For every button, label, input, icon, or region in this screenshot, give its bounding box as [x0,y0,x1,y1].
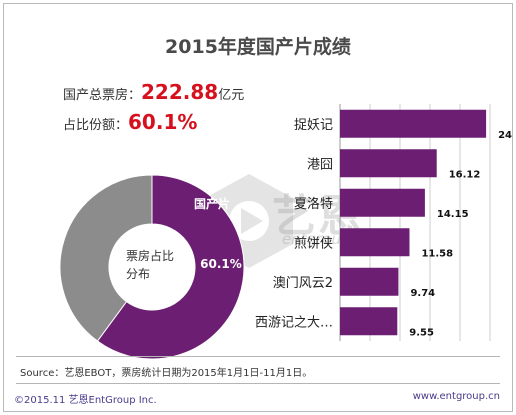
source-note: Source：艺恩EBOT，票房统计日期为2015年1月1日-11月1日。 [20,368,313,379]
top-films-bar-chart: 捉妖记 24.35 港囧 16.12 夏洛特 14.15 煎饼侠 11.58 澳门风云2 9.74… [255,104,512,341]
total-box-office-value: 222.88 [141,80,219,104]
total-box-office: 国产总票房：222.88亿元 [63,80,244,104]
bar-4 [340,267,399,296]
bar-category-label: 煎饼侠 [294,235,333,251]
bar-value-label: 16.12 [449,169,481,180]
website-url: www.entgroup.cn [412,391,500,402]
bar-category-label: 捉妖记 [294,118,333,133]
bar-1 [340,149,437,178]
bar-value-label: 14.15 [437,209,469,220]
donut-center-label-1: 分布 [126,267,150,281]
bar-2 [340,188,425,217]
bar-5 [340,307,398,336]
infographic: 2015年度国产片成绩 国产总票房：222.88亿元 占比份额：60.1% 艺恩… [3,3,513,412]
bar-category-label: 夏洛特 [294,197,333,212]
watermark-subtext: entgroup [282,230,351,248]
total-box-office-unit: 亿元 [218,88,245,103]
donut-center-label-0: 票房占比 [126,248,174,263]
bar-3 [340,228,410,257]
donut-slice-1 [59,174,153,342]
donut-slice-name: 国产片 [194,196,230,211]
market-share-label: 占比份额： [63,118,129,133]
bar-0 [340,109,487,138]
chart-title: 2015年度国产片成绩 [165,36,351,58]
footer-divider-top [16,356,500,357]
total-box-office-label: 国产总票房： [63,88,142,103]
donut-slice-0 [96,174,245,360]
donut-slice-percent: 60.1% [200,257,242,271]
copyright-text: ©2015.11 艺恩EntGroup Inc. [14,395,157,406]
bar-category-label: 澳门风云2 [273,275,333,291]
bar-category-label: 西游记之大… [255,315,333,330]
bar-value-label: 9.74 [410,288,435,299]
bar-value-label: 24.35 [498,130,512,141]
market-share: 占比份额：60.1% [63,110,197,134]
market-share-value: 60.1% [128,110,198,134]
bar-value-label: 11.58 [421,248,453,259]
bar-value-label: 9.55 [409,327,434,338]
bar-category-label: 港囧 [307,157,333,172]
footer-divider-bottom [16,383,500,384]
